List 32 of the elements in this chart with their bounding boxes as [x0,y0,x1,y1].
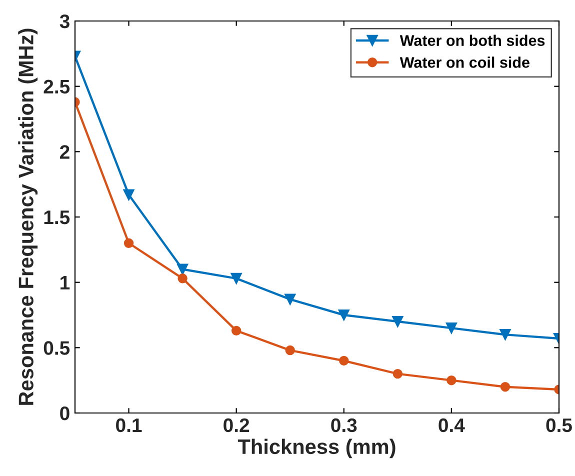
point [500,382,510,392]
x-tick-label: 0.1 [116,418,142,432]
x-tick-label: 0.4 [438,418,465,432]
point [123,189,134,200]
y-tick-label: 2 [60,145,70,159]
point [178,274,188,284]
x-axis-title: Thickness (mm) [238,438,396,458]
point [500,329,511,340]
point [392,316,404,328]
x-tick-label: 0.3 [331,418,357,432]
y-tick-label: 1 [60,276,70,290]
point [338,309,350,321]
y-tick-label: 1.5 [44,210,70,224]
point [231,326,242,336]
point [284,294,296,305]
x-tick-label: 0.5 [546,418,572,432]
y-tick-label: 0.5 [44,341,70,355]
y-tick-label: 3 [60,14,70,28]
point [285,345,295,356]
legend-label: Water on coil side [400,56,530,68]
point [446,322,457,334]
legend-label: Water on both sides [400,34,545,46]
y-axis-title: Resonance Frequency Variation (MHz) [18,28,38,405]
point [392,368,403,379]
point [339,356,349,366]
y-tick-label: 0 [60,406,70,420]
x-tick-label: 0.2 [224,418,250,432]
point [446,375,456,386]
point [124,238,134,248]
point [230,272,242,284]
y-tick-label: 2.5 [44,80,70,94]
point [177,264,188,275]
